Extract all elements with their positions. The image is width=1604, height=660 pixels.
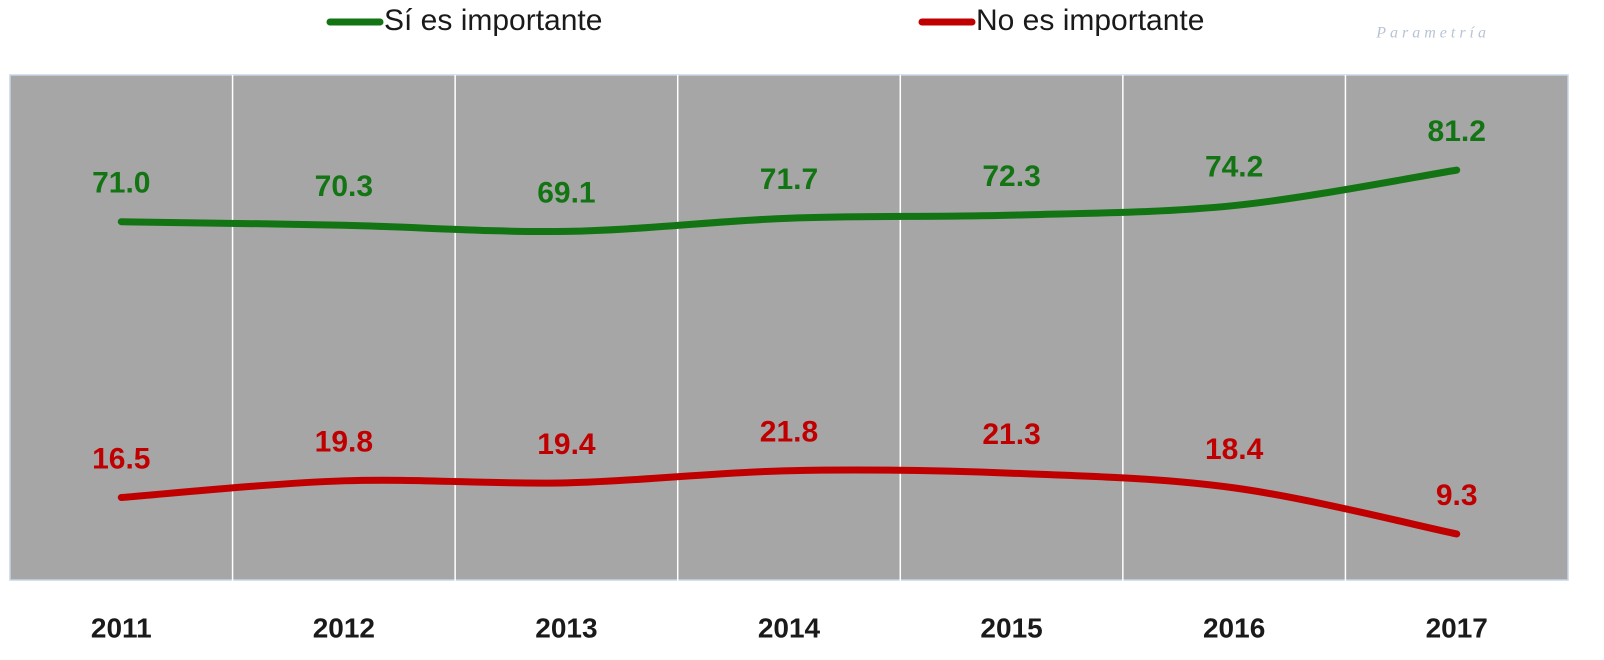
plot-area — [9, 74, 1569, 581]
data-label: 74.2 — [1205, 150, 1263, 183]
data-label: 71.7 — [760, 163, 818, 196]
data-label: 72.3 — [982, 160, 1040, 193]
series-line — [117, 466, 1461, 538]
data-label: 69.1 — [537, 176, 595, 209]
x-tick-label: 2011 — [91, 612, 152, 643]
data-label: 70.3 — [315, 170, 373, 203]
x-tick-label: 2014 — [758, 612, 821, 643]
data-label: 71.0 — [92, 167, 150, 200]
data-label: 19.8 — [315, 426, 373, 459]
data-label: 21.3 — [982, 418, 1040, 451]
data-label: 21.8 — [760, 416, 818, 449]
data-label: 9.3 — [1436, 479, 1478, 512]
data-label: 18.4 — [1205, 433, 1264, 466]
x-tick-label: 2015 — [980, 612, 1042, 643]
series-line — [117, 166, 1461, 236]
data-label: 19.4 — [537, 428, 596, 461]
legend-label: Sí es importante — [384, 4, 602, 37]
legend-label: No es importante — [976, 4, 1204, 37]
x-tick-label: 2012 — [313, 612, 375, 643]
x-tick-label: 2017 — [1426, 612, 1488, 643]
data-label: 16.5 — [92, 442, 150, 475]
watermark: Parametría — [1375, 25, 1490, 42]
x-tick-label: 2013 — [535, 612, 597, 643]
x-tick-label: 2016 — [1203, 612, 1265, 643]
data-label: 81.2 — [1428, 115, 1486, 148]
